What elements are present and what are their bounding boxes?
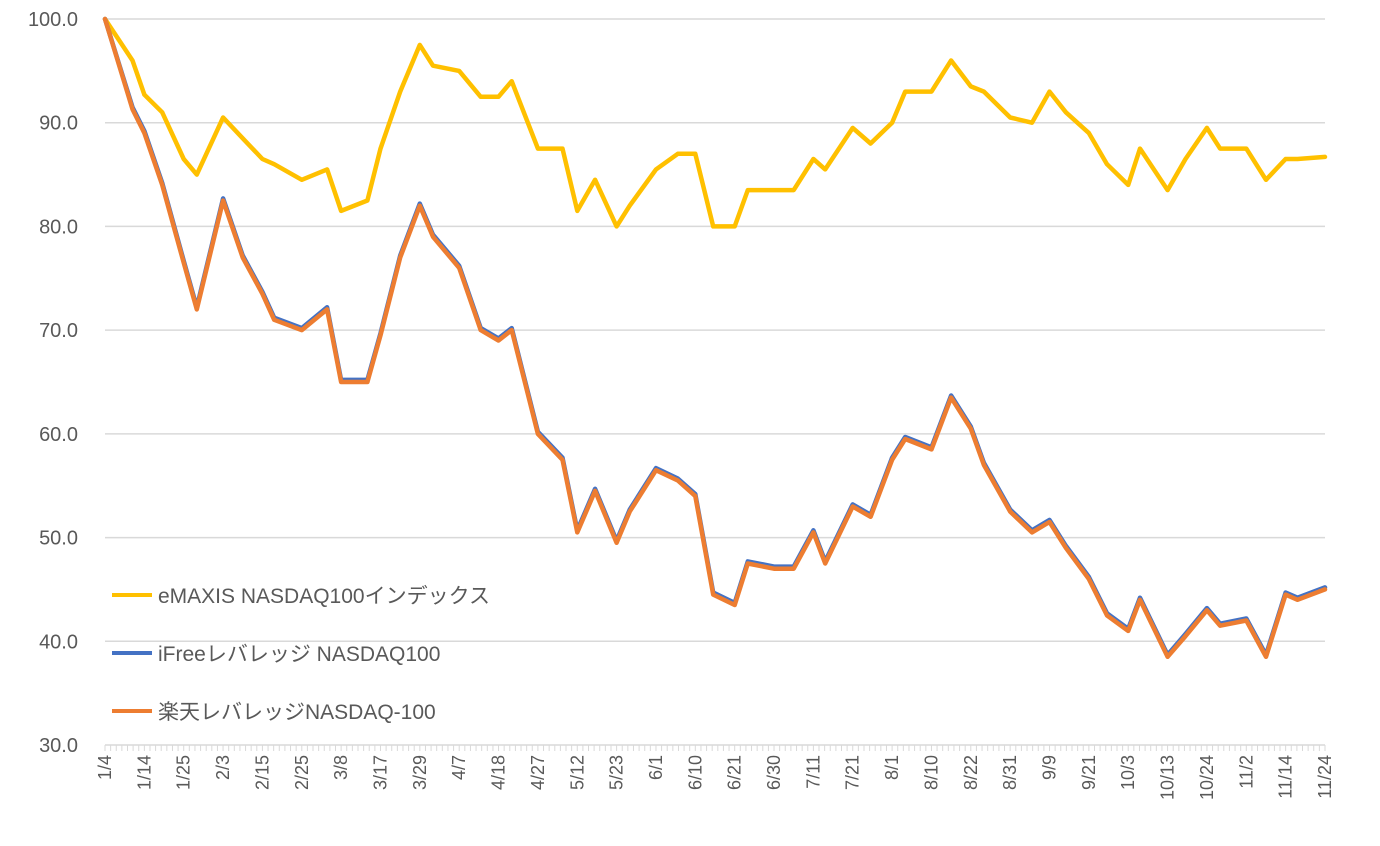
x-tick-label: 3/29: [410, 755, 430, 790]
x-tick-label: 4/18: [489, 755, 509, 790]
legend-label: iFreeレバレッジ NASDAQ100: [158, 643, 441, 666]
legend-item-emaxis: eMAXIS NASDAQ100インデックス: [112, 566, 490, 624]
x-tick-label: 2/25: [292, 755, 312, 790]
y-tick-label: 80.0: [39, 216, 78, 238]
series-line-0: [102, 16, 1328, 229]
x-tick-label: 11/14: [1276, 755, 1296, 799]
x-tick-label: 1/4: [95, 755, 115, 780]
x-tick-label: 11/24: [1315, 755, 1335, 799]
x-tick-label: 10/3: [1118, 755, 1138, 790]
x-tick-label: 11/2: [1236, 755, 1256, 789]
x-tick-label: 7/21: [843, 755, 863, 790]
legend-swatch: [112, 593, 152, 597]
series-line-2: [102, 16, 1328, 660]
x-tick-label: 1/14: [134, 755, 154, 790]
x-tick-label: 5/12: [567, 755, 587, 790]
x-tick-label: 10/13: [1158, 755, 1178, 800]
x-tick-label: 2/3: [213, 755, 233, 780]
legend-swatch: [112, 651, 152, 655]
x-tick-label: 3/8: [331, 755, 351, 780]
x-tick-label: 3/17: [370, 755, 390, 790]
legend-label: eMAXIS NASDAQ100インデックス: [158, 585, 490, 608]
y-tick-label: 30.0: [39, 735, 78, 757]
x-tick-label: 8/10: [921, 755, 941, 790]
y-tick-label: 70.0: [39, 320, 78, 342]
x-tick-label: 6/30: [764, 755, 784, 790]
x-axis: 1/4 1/14 1/25 2/3 2/15 2/25 3/8 3/17 3/29 4/7 4/18…: [95, 744, 1335, 800]
series-lines: [102, 16, 1328, 660]
y-tick-label: 90.0: [39, 113, 78, 135]
legend-label: 楽天レバレッジNASDAQ-100: [158, 701, 436, 724]
x-tick-label: 6/10: [685, 755, 705, 790]
y-tick-label: 50.0: [39, 528, 78, 550]
x-tick-label: 7/11: [803, 755, 823, 789]
x-tick-label: 1/25: [174, 755, 194, 790]
legend-item-ifree: iFreeレバレッジ NASDAQ100: [112, 624, 490, 682]
y-axis: 30.0 40.0 50.0 60.0 70.0 80.0 90.0 100.0: [28, 9, 78, 757]
x-tick-label: 9/21: [1079, 755, 1099, 790]
x-tick-label: 6/21: [725, 755, 745, 790]
legend: eMAXIS NASDAQ100インデックス iFreeレバレッジ NASDAQ…: [112, 566, 490, 740]
y-tick-label: 60.0: [39, 424, 78, 446]
x-tick-label: 4/7: [449, 755, 469, 780]
x-tick-label: 8/22: [961, 755, 981, 790]
legend-swatch: [112, 709, 152, 713]
x-tick-label: 6/1: [646, 755, 666, 780]
x-tick-label: 10/24: [1197, 755, 1217, 800]
x-tick-label: 2/15: [252, 755, 272, 790]
x-tick-label: 9/9: [1040, 755, 1060, 780]
y-tick-label: 40.0: [39, 631, 78, 653]
series-line-1: [102, 16, 1328, 658]
x-tick-label: 5/23: [607, 755, 627, 790]
x-tick-label: 8/31: [1000, 755, 1020, 790]
x-tick-label: 4/27: [528, 755, 548, 790]
legend-item-rakuten: 楽天レバレッジNASDAQ-100: [112, 682, 490, 740]
x-tick-label: 8/1: [882, 755, 902, 780]
gridlines: [105, 18, 1325, 643]
y-tick-label: 100.0: [28, 9, 78, 31]
